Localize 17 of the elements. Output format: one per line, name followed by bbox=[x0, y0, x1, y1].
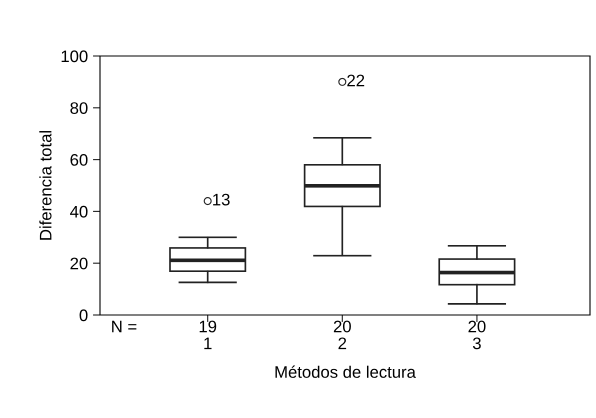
x-tick-label: 3 bbox=[472, 337, 481, 350]
y-tick-label: 80 bbox=[70, 102, 88, 114]
annotation: 13 bbox=[213, 194, 230, 206]
y-tick-label: 100 bbox=[62, 50, 88, 62]
annotation: 22 bbox=[347, 74, 364, 86]
text: 19 bbox=[200, 320, 216, 332]
x-axis-title: Métodos de lectura bbox=[276, 366, 416, 378]
y-tick-label: 20 bbox=[70, 258, 88, 270]
x-tick-label: 1 bbox=[204, 338, 212, 350]
x-tick-label: 2 bbox=[338, 337, 346, 350]
text: N = bbox=[112, 320, 136, 332]
y-axis-title: Diferencia total bbox=[39, 131, 52, 240]
text: 20 bbox=[334, 320, 351, 332]
y-tick-label: 60 bbox=[70, 154, 88, 166]
y-tick-label: 40 bbox=[70, 206, 88, 218]
text: 20 bbox=[468, 320, 486, 332]
y-tick-label: 0 bbox=[80, 309, 88, 322]
